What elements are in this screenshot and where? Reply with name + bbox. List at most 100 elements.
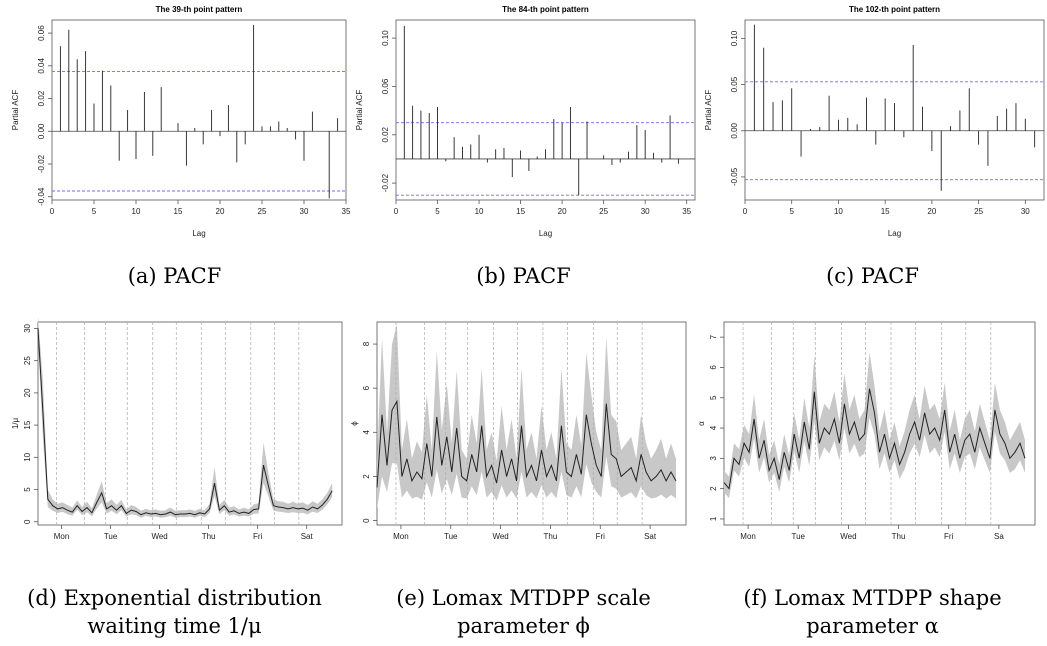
- plot-frame: [37, 321, 343, 526]
- y-tick-label: 30: [23, 323, 32, 332]
- x-tick-label: 15: [174, 207, 183, 216]
- y-axis-label: Partial ACF: [11, 90, 20, 131]
- y-axis-label: Partial ACF: [355, 90, 364, 131]
- chart-panel-c: The 102-th point pattern 0 5 10 15 20 25 30 -0.0…: [698, 0, 1047, 250]
- y-tick-label: -0.04: [37, 187, 46, 206]
- plot-frame: [395, 19, 696, 201]
- x-tick-label: 10: [475, 207, 484, 216]
- caption-f: (f) Lomax MTDPP shape parameter α: [743, 586, 1002, 638]
- x-tick-label: 5: [435, 207, 440, 216]
- x-tick-label: Mon: [393, 532, 409, 541]
- y-tick-label: 6: [709, 365, 718, 370]
- chart-panel-d: Mon Tue Wed Thu Fri Sat 0 5 10 15 20 25 30 1/μ: [0, 308, 349, 558]
- plot-frame: [744, 19, 1045, 201]
- pacf-chart-b: The 84-th point pattern 0 5 10 15 20 25 30 35 -0.…: [355, 5, 696, 238]
- y-tick-label: -0.05: [730, 167, 739, 186]
- x-tick-label: Wed: [151, 532, 167, 541]
- line-chart-d: Mon Tue Wed Thu Fri Sat 0 5 10 15 20 25 30 1/μ: [11, 315, 343, 541]
- y-tick-label: -0.02: [381, 173, 390, 192]
- series-line: [376, 399, 677, 488]
- y-axis-label: ϕ: [350, 421, 359, 426]
- y-tick-label: 2: [709, 486, 718, 491]
- x-tick-label: Thu: [892, 532, 906, 541]
- y-tick-label: 6: [362, 385, 371, 390]
- y-tick-label: 0.00: [730, 122, 739, 138]
- y-tick-label: 0.02: [381, 126, 390, 142]
- x-tick-label: 5: [92, 207, 97, 216]
- y-axis-label: 1/μ: [11, 417, 20, 429]
- x-tick-label: 20: [216, 207, 225, 216]
- pacf-chart-c: The 102-th point pattern 0 5 10 15 20 25 30 -0.0…: [704, 5, 1045, 238]
- x-tick-label: 25: [599, 207, 608, 216]
- plot-frame: [723, 321, 1036, 526]
- x-tick-label: Tue: [791, 532, 805, 541]
- x-tick-label: Thu: [202, 532, 216, 541]
- x-tick-label: Sat: [644, 532, 657, 541]
- caption-e: (e) Lomax MTDPP scale parameter ϕ: [396, 586, 651, 638]
- x-tick-label: 0: [50, 207, 55, 216]
- x-axis-label: Lag: [539, 229, 552, 238]
- x-tick-label: 10: [834, 207, 843, 216]
- x-tick-label: 30: [300, 207, 309, 216]
- y-tick-label: -0.02: [37, 154, 46, 173]
- y-tick-label: 4: [362, 430, 371, 435]
- y-tick-label: 0.00: [37, 123, 46, 139]
- y-tick-label: 0: [362, 518, 371, 523]
- x-tick-label: Tue: [444, 532, 458, 541]
- x-tick-label: 5: [789, 207, 794, 216]
- plot-frame: [376, 321, 687, 526]
- chart-panel-a: The 39-th point pattern 0 5 10 15 20 25 30 35 -0.…: [0, 0, 351, 250]
- x-tick-label: 20: [558, 207, 567, 216]
- x-tick-label: Wed: [492, 532, 508, 541]
- credible-band: [38, 315, 333, 518]
- chart-panel-f: Mon Tue Wed Thu Fri Sa 1 2 3 4 5 6 7 α: [697, 308, 1047, 558]
- y-tick-label: 5: [709, 395, 718, 400]
- x-tick-label: 15: [516, 207, 525, 216]
- caption-a: (a) PACF: [127, 264, 222, 288]
- pacf-chart-a: The 39-th point pattern 0 5 10 15 20 25 30 35 -0.…: [11, 5, 351, 238]
- x-tick-label: Wed: [840, 532, 856, 541]
- x-tick-label: Mon: [54, 532, 70, 541]
- y-axis-label: α: [697, 421, 706, 426]
- x-tick-label: 25: [974, 207, 983, 216]
- y-tick-label: 5: [23, 487, 32, 492]
- x-tick-label: 0: [394, 207, 399, 216]
- x-axis-label: Lag: [192, 229, 205, 238]
- series-line: [37, 328, 333, 516]
- y-tick-label: 4: [709, 425, 718, 430]
- plot-frame: [51, 19, 347, 201]
- caption-b: (b) PACF: [476, 264, 571, 288]
- y-tick-label: 25: [23, 356, 32, 365]
- line-chart-f: Mon Tue Wed Thu Fri Sa 1 2 3 4 5 6 7 α: [697, 321, 1036, 541]
- x-tick-label: Sat: [301, 532, 314, 541]
- x-tick-label: Fri: [944, 532, 954, 541]
- x-tick-label: Mon: [740, 532, 756, 541]
- x-tick-label: 30: [641, 207, 650, 216]
- series-line: [723, 388, 1026, 490]
- y-tick-label: 0.05: [730, 76, 739, 92]
- y-tick-label: 0.06: [381, 78, 390, 94]
- y-tick-label: 0.02: [37, 90, 46, 106]
- x-tick-label: 35: [342, 207, 351, 216]
- y-tick-label: 0.06: [37, 25, 46, 41]
- x-tick-label: 20: [927, 207, 936, 216]
- y-tick-label: 1: [709, 516, 718, 521]
- chart-title: The 102-th point pattern: [849, 5, 940, 14]
- y-tick-label: 20: [23, 388, 32, 397]
- y-tick-label: 3: [709, 456, 718, 461]
- y-tick-label: 2: [362, 474, 371, 479]
- x-tick-label: 0: [743, 207, 748, 216]
- x-axis-label: Lag: [888, 229, 901, 238]
- y-tick-label: 8: [362, 341, 371, 346]
- x-tick-label: 25: [258, 207, 267, 216]
- y-tick-label: 0.04: [37, 57, 46, 73]
- chart-panel-e: Mon Tue Wed Thu Fri Sat 0 2 4 6 8 ϕ: [349, 308, 698, 558]
- chart-panel-b: The 84-th point pattern 0 5 10 15 20 25 30 35 -0.…: [349, 0, 698, 250]
- x-tick-label: Tue: [104, 532, 118, 541]
- x-tick-label: Thu: [544, 532, 558, 541]
- y-tick-label: 0: [23, 519, 32, 524]
- credible-band: [377, 324, 676, 509]
- y-tick-label: 10: [23, 452, 32, 461]
- chart-title: The 84-th point pattern: [502, 5, 589, 14]
- line-chart-e: Mon Tue Wed Thu Fri Sat 0 2 4 6 8 ϕ: [350, 321, 687, 541]
